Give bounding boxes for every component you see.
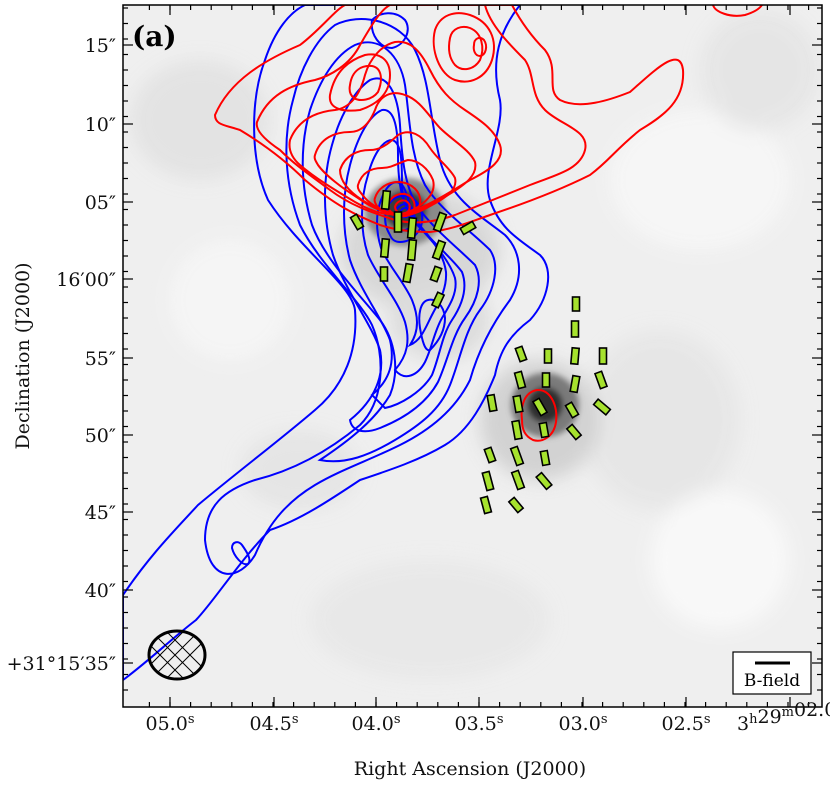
- y-tick-label: +31°15′35″: [7, 653, 116, 675]
- b-field-vector: [598, 347, 608, 365]
- b-field-vector: [571, 296, 581, 312]
- panel-label: (a): [132, 20, 177, 53]
- b-field-vector: [569, 346, 581, 366]
- red-contour-outer: [213, 5, 685, 234]
- b-field-vector: [565, 423, 583, 441]
- red-contours: [213, 5, 763, 442]
- b-field-vector: [570, 320, 580, 338]
- blue-contour-outer: [123, 5, 550, 682]
- y-tick-label: 15″: [85, 35, 116, 57]
- red-contour-5: [338, 131, 457, 218]
- b-field-vector: [538, 421, 550, 439]
- b-field-vector: [593, 370, 609, 390]
- b-field-vector: [512, 394, 524, 414]
- x-tick-label: 04.0s: [352, 712, 401, 735]
- b-field-vector: [510, 469, 526, 491]
- b-field-vector: [539, 449, 551, 467]
- b-field-vector: [514, 345, 528, 363]
- red-contour-13: [448, 25, 484, 71]
- red-contour-small: [520, 388, 558, 442]
- blue-contour-5: [343, 108, 466, 410]
- b-field-vector: [481, 470, 495, 492]
- y-tick-label: 45″: [85, 502, 116, 524]
- y-tick-label: 16′00″: [56, 269, 116, 291]
- b-field-vector: [543, 348, 553, 364]
- y-tick-label: 05″: [85, 192, 116, 214]
- b-field-vector: [432, 211, 448, 233]
- red-contour-11: [348, 64, 382, 101]
- y-tick-label: 10″: [85, 114, 116, 136]
- red-contour-7: [373, 180, 422, 218]
- continuum-map: [123, 5, 822, 707]
- y-axis-title: Declination (J2000): [12, 262, 34, 449]
- b-field-vector: [486, 393, 498, 413]
- blue-contour-peak-ring: [230, 541, 251, 566]
- y-tick-label: 50″: [85, 425, 116, 447]
- red-contour-3: [288, 40, 502, 216]
- x-axis-title: Right Ascension (J2000): [354, 758, 586, 780]
- b-field-vector: [406, 238, 418, 262]
- x-tick-labels: 05.0s 04.5s 04.0s 03.5s 03.0s 02.5s 3h29m02.0s: [146, 698, 830, 735]
- red-contour-4: [313, 92, 477, 216]
- b-field-vector: [406, 216, 418, 240]
- b-field-vector: [509, 445, 525, 467]
- b-field-vector: [507, 496, 525, 514]
- red-contour-6: [356, 158, 435, 216]
- b-field-vector: [431, 239, 447, 261]
- b-field-vector: [459, 220, 477, 236]
- plot-frame: [122, 4, 823, 708]
- blue-contour-8: [418, 298, 447, 352]
- red-contour-2: [255, 5, 587, 224]
- x-tick-label: 02.5s: [662, 712, 711, 735]
- b-field-vector: [592, 398, 612, 416]
- x-tick-label: 04.5s: [250, 712, 299, 735]
- y-tick-label: 40″: [85, 580, 116, 602]
- b-field-vector: [483, 446, 497, 464]
- b-field-vectors: [349, 189, 612, 515]
- red-contour-10: [328, 53, 392, 112]
- legend-label: B-field: [744, 671, 800, 691]
- b-field-vector: [393, 211, 403, 233]
- legend: B-field: [732, 651, 812, 695]
- b-field-vector: [349, 213, 365, 231]
- b-field-vector: [569, 374, 581, 394]
- red-contour-12: [432, 12, 495, 83]
- b-field-vector: [379, 237, 391, 259]
- axis-ticks: [123, 5, 822, 707]
- red-contour-15: [712, 5, 763, 17]
- blue-contour-top: [370, 12, 409, 50]
- b-field-vector: [379, 266, 389, 282]
- b-field-vector: [531, 397, 549, 417]
- b-field-vector: [511, 419, 523, 441]
- b-field-vector: [535, 471, 553, 491]
- x-tick-label: 03.0s: [559, 712, 608, 735]
- b-field-vector: [541, 372, 551, 388]
- blue-contour-4: [323, 77, 480, 433]
- b-field-vector: [513, 370, 527, 390]
- x-tick-label: 3h29m02.0s: [737, 698, 830, 735]
- x-tick-label: 03.5s: [455, 712, 504, 735]
- b-field-vector: [564, 401, 580, 419]
- b-field-vector: [429, 265, 443, 283]
- b-field-vector: [402, 262, 414, 284]
- y-tick-labels: +31°15′35″ 40″ 45″ 50″ 55″ 16′00″ 05″ 10″ 15″: [7, 35, 116, 675]
- x-tick-label: 05.0s: [146, 712, 195, 735]
- b-field-vector: [430, 291, 446, 309]
- red-contour-14: [472, 36, 488, 58]
- y-tick-label: 55″: [85, 348, 116, 370]
- b-field-vector: [380, 189, 392, 211]
- red-contour-8: [386, 192, 416, 218]
- b-field-vector: [479, 495, 493, 515]
